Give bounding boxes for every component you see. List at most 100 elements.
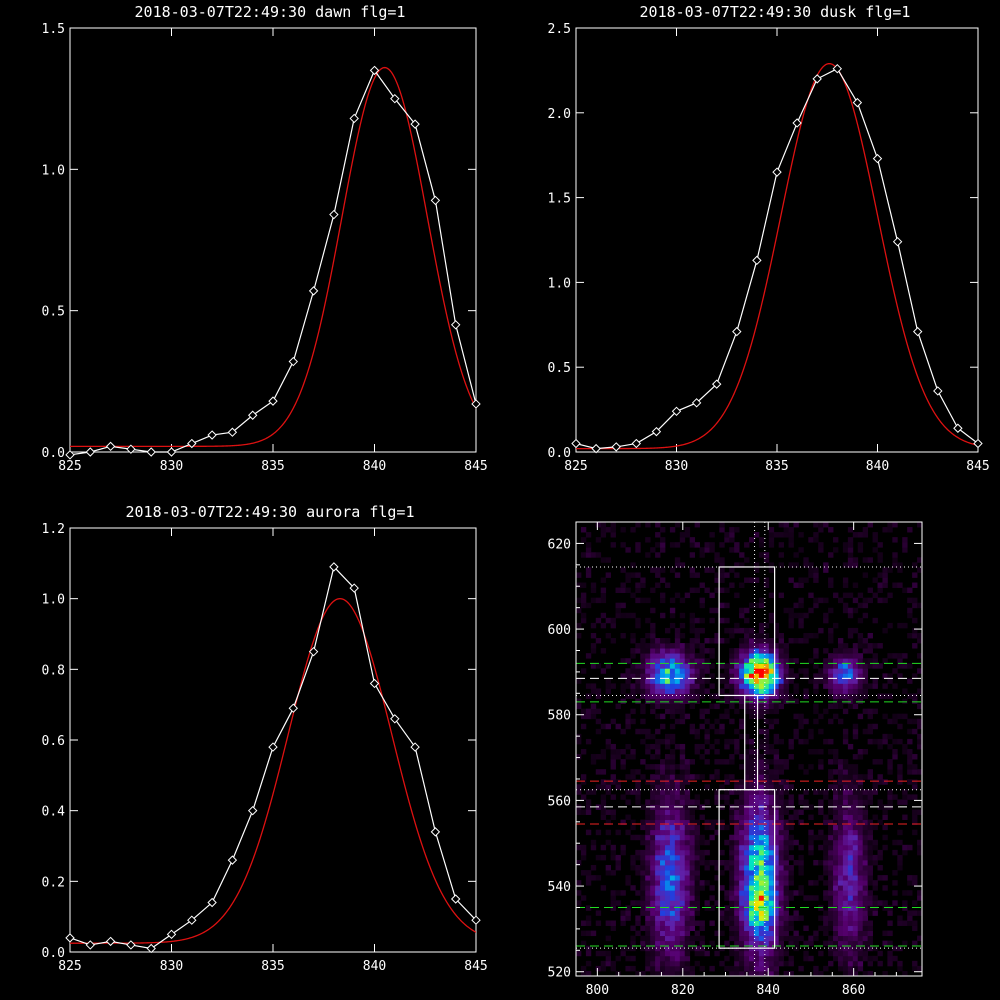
- dusk-y-tick-label: 0.5: [548, 361, 571, 376]
- dusk-data-point: [691, 398, 702, 408]
- dawn-data-point: [146, 447, 156, 457]
- spectral-image-panel: 800 820 840 860 520 540 560 580 600 620: [548, 521, 923, 998]
- dawn-x-tick-label: 840: [363, 459, 386, 474]
- aurora-data-point: [247, 805, 258, 816]
- image-y-tick-label: 520: [548, 966, 571, 981]
- aurora-data-point: [410, 742, 420, 752]
- dusk-data-point: [671, 406, 682, 417]
- aurora-data-point: [146, 943, 156, 954]
- aurora-x-tick-label: 825: [58, 959, 81, 974]
- dusk-data-point: [832, 63, 843, 74]
- aurora-data-point: [65, 933, 75, 943]
- dawn-x-tick-label: 845: [464, 459, 487, 474]
- image-x-tick-label: 820: [671, 983, 694, 998]
- dusk-data-point: [611, 442, 621, 452]
- dawn-data-point: [390, 93, 400, 104]
- dusk-data-point: [752, 255, 762, 266]
- aurora-y-tick-label: 0.2: [42, 875, 65, 890]
- dusk-x-tick-label: 825: [564, 459, 587, 474]
- image-x-tick-label: 800: [586, 983, 609, 998]
- dawn-data-point: [207, 430, 217, 440]
- dawn-y-tick-label: 1.0: [42, 163, 65, 178]
- aurora-data-point: [308, 646, 319, 657]
- aurora-data-point: [430, 827, 441, 837]
- image-plot-frame: [575, 521, 923, 977]
- dawn-x-tick-label: 830: [160, 459, 183, 474]
- dusk-data-point: [772, 167, 782, 177]
- dusk-y-tick-label: 1.0: [548, 276, 571, 291]
- image-y-tick-label: 580: [548, 709, 571, 724]
- aurora-data-point: [105, 936, 116, 947]
- aurora-data-point: [349, 583, 359, 593]
- dawn-data-point: [187, 438, 197, 449]
- dawn-data-point: [126, 444, 136, 454]
- dawn-data-point: [349, 113, 359, 124]
- dawn-x-tick-label: 825: [58, 459, 81, 474]
- dawn-data-point: [65, 450, 75, 460]
- dawn-spectrum-panel: 2018-03-07T22:49:30 dawn flg=1 825 830 835…: [42, 3, 488, 474]
- dusk-data-point: [812, 74, 822, 84]
- dawn-fit-curve: [70, 66, 476, 447]
- dusk-data-point: [892, 236, 903, 247]
- aurora-data-point: [369, 678, 380, 689]
- dusk-spectrum-panel: 2018-03-07T22:49:30 dusk flg=1 825 830 835…: [548, 3, 990, 474]
- aurora-y-tick-label: 0.6: [42, 734, 65, 749]
- dusk-y-tick-label: 1.5: [548, 192, 571, 207]
- dawn-data-point: [329, 209, 339, 220]
- aurora-y-tick-label: 1.0: [42, 593, 65, 608]
- dusk-data-point: [953, 423, 963, 433]
- dusk-data-point: [912, 326, 923, 337]
- aurora-data-point: [187, 915, 197, 925]
- image-x-tick-label: 860: [842, 983, 865, 998]
- dusk-y-tick-label: 0.0: [548, 446, 571, 461]
- aurora-data-point: [288, 703, 299, 713]
- dusk-data-point: [973, 438, 983, 449]
- dawn-data-point: [227, 427, 238, 437]
- dusk-fit-curve: [576, 62, 978, 450]
- aurora-y-tick-label: 0.4: [42, 805, 66, 820]
- dawn-x-tick-label: 835: [261, 459, 284, 474]
- dawn-data-point: [450, 320, 461, 330]
- dusk-x-tick-label: 845: [966, 459, 989, 474]
- dusk-data-point: [933, 386, 943, 396]
- dusk-data-point: [651, 426, 662, 437]
- aurora-x-tick-label: 835: [261, 959, 284, 974]
- dusk-y-tick-label: 2.5: [548, 22, 571, 37]
- dawn-data-point: [268, 396, 278, 406]
- dawn-data-point: [410, 119, 420, 129]
- dawn-data-point: [105, 441, 116, 452]
- aurora-data-point: [85, 940, 96, 950]
- dusk-data-point: [852, 97, 863, 108]
- dawn-data-point: [247, 410, 258, 420]
- dawn-data-point: [471, 399, 481, 409]
- aurora-y-tick-label: 1.2: [42, 522, 65, 537]
- dawn-data-point: [430, 195, 441, 206]
- image-y-tick-label: 600: [548, 623, 571, 638]
- aurora-spectrum-panel: 2018-03-07T22:49:30 aurora flg=1 825 830 8…: [42, 503, 488, 974]
- dawn-y-tick-label: 0.0: [42, 446, 65, 461]
- aurora-data-point: [390, 714, 400, 724]
- image-y-tick-label: 620: [548, 537, 571, 552]
- dusk-data-point: [631, 438, 642, 449]
- dawn-data-point: [288, 356, 299, 367]
- aurora-y-tick-label: 0.8: [42, 663, 65, 678]
- aurora-data-point: [126, 940, 136, 950]
- dawn-data-point: [369, 65, 380, 76]
- aurora-fit-curve: [70, 598, 476, 944]
- image-y-tick-label: 540: [548, 880, 571, 895]
- aurora-data-point: [207, 897, 217, 908]
- dusk-x-tick-label: 835: [765, 459, 788, 474]
- heatmap-extraction-box: [744, 694, 759, 791]
- aurora-x-tick-label: 830: [160, 959, 183, 974]
- aurora-data-point: [166, 929, 177, 940]
- aurora-x-tick-label: 840: [363, 959, 386, 974]
- aurora-title: 2018-03-07T22:49:30 aurora flg=1: [126, 503, 415, 521]
- dawn-y-tick-label: 1.5: [42, 22, 65, 37]
- dusk-title: 2018-03-07T22:49:30 dusk flg=1: [640, 3, 911, 21]
- dusk-x-tick-label: 840: [866, 459, 889, 474]
- dawn-data-point: [85, 447, 96, 457]
- dawn-data-point: [308, 286, 319, 296]
- aurora-x-tick-label: 845: [464, 959, 487, 974]
- dawn-data-point: [166, 447, 177, 457]
